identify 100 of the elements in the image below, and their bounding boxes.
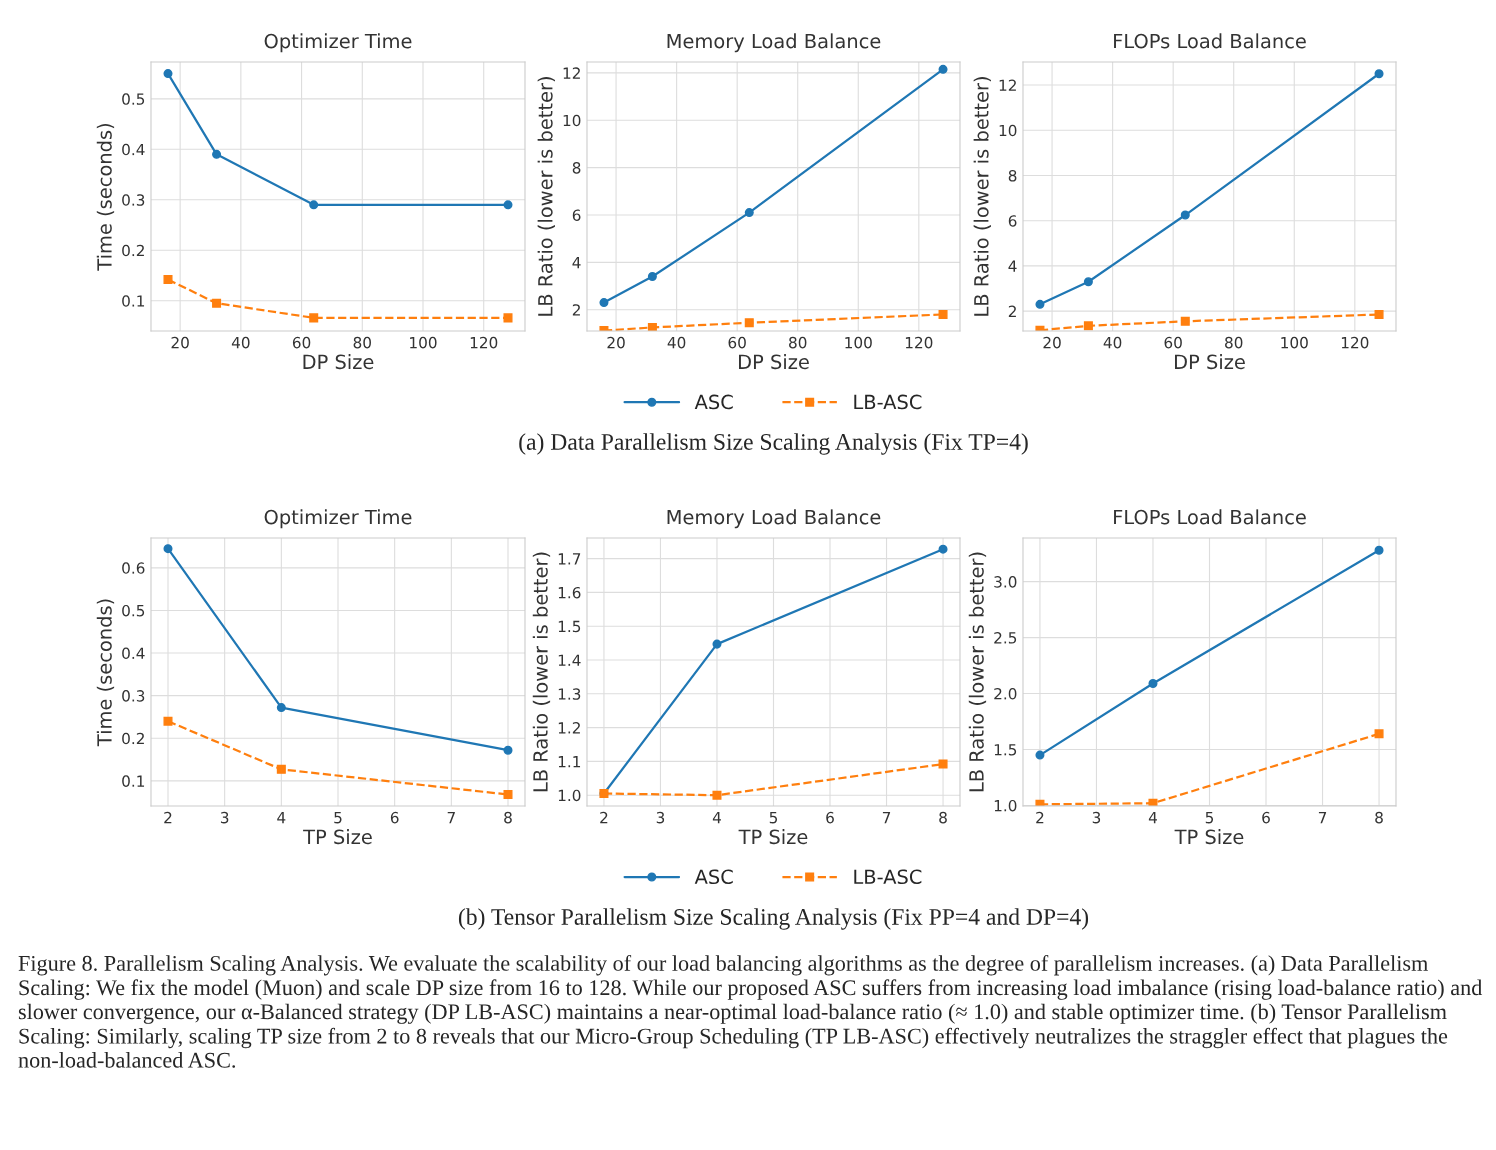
x-axis-title: TP Size xyxy=(1174,829,1244,845)
x-tick-label: 80 xyxy=(353,336,371,349)
x-tick-label: 100 xyxy=(1281,336,1308,349)
chart-title: Optimizer Time xyxy=(264,33,412,53)
point xyxy=(647,272,657,282)
y-axis-title: LB Ratio (lower is better) xyxy=(532,552,551,792)
y-tick-label: 0.1 xyxy=(122,775,145,787)
y-tick-label: 6 xyxy=(1008,215,1017,227)
point xyxy=(503,745,513,755)
x-tick-label: 8 xyxy=(1375,811,1383,824)
y-axis-title: Time (seconds) xyxy=(96,599,115,747)
x-tick-label: 7 xyxy=(447,812,455,824)
y-tick-label: 1.7 xyxy=(558,553,581,565)
point xyxy=(1083,277,1093,287)
y-tick-label: 2 xyxy=(1008,305,1016,317)
y-tick-label: 1.5 xyxy=(994,744,1017,756)
x-axis-title: DP Size xyxy=(739,354,809,370)
y-tick-label: 0.6 xyxy=(122,562,145,574)
y-tick-label: 4 xyxy=(1008,260,1017,272)
point xyxy=(938,759,948,769)
y-tick-label: 1.0 xyxy=(994,799,1017,812)
y-tick-label: 6 xyxy=(572,209,581,221)
point xyxy=(744,318,754,328)
point xyxy=(163,275,173,285)
x-tick-label: 8 xyxy=(504,811,512,824)
x-tick-label: 40 xyxy=(231,336,250,349)
x-tick-label: 3 xyxy=(1092,811,1101,824)
y-axis-title: LB Ratio (lower is better) xyxy=(968,552,987,792)
y-tick-label: 8 xyxy=(572,162,581,174)
point xyxy=(1083,321,1093,331)
legend-label: LB-ASC xyxy=(854,394,922,410)
x-tick-label: 60 xyxy=(292,336,311,349)
point xyxy=(163,69,173,79)
chart-title: Optimizer Time xyxy=(264,509,412,529)
point xyxy=(1374,545,1384,555)
x-tick-label: 120 xyxy=(905,336,933,349)
y-axis-title: LB Ratio (lower is better) xyxy=(973,77,991,316)
point xyxy=(212,149,222,159)
y-tick-label: 1.2 xyxy=(558,722,580,734)
chart-title: FLOPs Load Balance xyxy=(1114,509,1306,525)
x-tick-label: 3 xyxy=(656,811,665,824)
point xyxy=(712,790,722,800)
x-tick-label: 5 xyxy=(1205,812,1214,824)
x-tick-label: 5 xyxy=(334,812,342,824)
x-axis-title: TP Size xyxy=(303,829,372,845)
legend-label: ASC xyxy=(694,394,733,410)
chart-title: FLOPs Load Balance xyxy=(1114,33,1306,49)
y-tick-label: 1.3 xyxy=(558,688,581,700)
y-tick-label: 0.4 xyxy=(122,143,145,156)
point xyxy=(503,789,513,800)
point xyxy=(163,544,173,554)
point xyxy=(1035,299,1045,309)
point xyxy=(503,313,513,323)
y-tick-label: 2.5 xyxy=(994,632,1017,644)
x-tick-label: 8 xyxy=(939,811,947,824)
text: (b) Tensor Parallelism Size Scaling Analysis (Fix PP=4 and DP=4) xyxy=(458,908,1089,930)
x-tick-label: 6 xyxy=(1262,811,1270,824)
point xyxy=(276,703,286,713)
x-tick-label: 4 xyxy=(1148,812,1157,824)
x-tick-label: 2 xyxy=(1036,811,1044,824)
y-tick-label: 0.5 xyxy=(122,93,145,105)
x-tick-label: 20 xyxy=(171,336,189,349)
chart-title: Memory Load Balance xyxy=(667,509,881,529)
y-tick-label: 2.0 xyxy=(994,688,1017,700)
y-tick-label: 0.3 xyxy=(122,194,145,206)
x-axis-title: DP Size xyxy=(1175,354,1245,370)
x-tick-label: 6 xyxy=(826,811,834,824)
y-tick-label: 1.0 xyxy=(558,789,581,802)
y-axis-title: LB Ratio (lower is better) xyxy=(537,77,555,316)
x-tick-label: 80 xyxy=(1225,336,1243,349)
point xyxy=(938,64,948,74)
legend-label: LB-ASC xyxy=(854,869,922,885)
point xyxy=(938,309,948,319)
y-tick-label: 0.1 xyxy=(122,295,145,307)
legend-label: ASC xyxy=(694,869,733,885)
y-tick-label: 4 xyxy=(572,257,581,269)
point xyxy=(712,639,722,649)
point xyxy=(599,298,609,308)
chart-title: Memory Load Balance xyxy=(667,33,881,53)
y-tick-label: 0.2 xyxy=(122,244,144,257)
y-tick-label: 12 xyxy=(563,67,580,79)
y-tick-label: 3.0 xyxy=(994,576,1017,588)
point xyxy=(309,313,319,323)
y-axis-title: Time (seconds) xyxy=(96,123,115,271)
point xyxy=(1180,210,1190,220)
point xyxy=(1374,309,1384,320)
x-tick-label: 2 xyxy=(600,811,608,824)
y-tick-label: 0.4 xyxy=(122,647,145,660)
x-tick-label: 60 xyxy=(1164,336,1182,349)
y-tick-label: 1.6 xyxy=(558,586,581,599)
x-axis-title: DP Size xyxy=(303,354,374,370)
y-tick-label: 1.4 xyxy=(558,654,581,666)
point xyxy=(938,544,948,554)
y-tick-label: 0.3 xyxy=(122,690,145,702)
point xyxy=(163,716,173,726)
x-tick-label: 2 xyxy=(164,811,172,824)
text: (a) Data Parallelism Size Scaling Analysis (Fix TP=4) xyxy=(519,433,1028,455)
x-axis-title: TP Size xyxy=(738,829,808,845)
x-tick-label: 80 xyxy=(789,336,807,349)
x-tick-label: 100 xyxy=(845,336,872,349)
